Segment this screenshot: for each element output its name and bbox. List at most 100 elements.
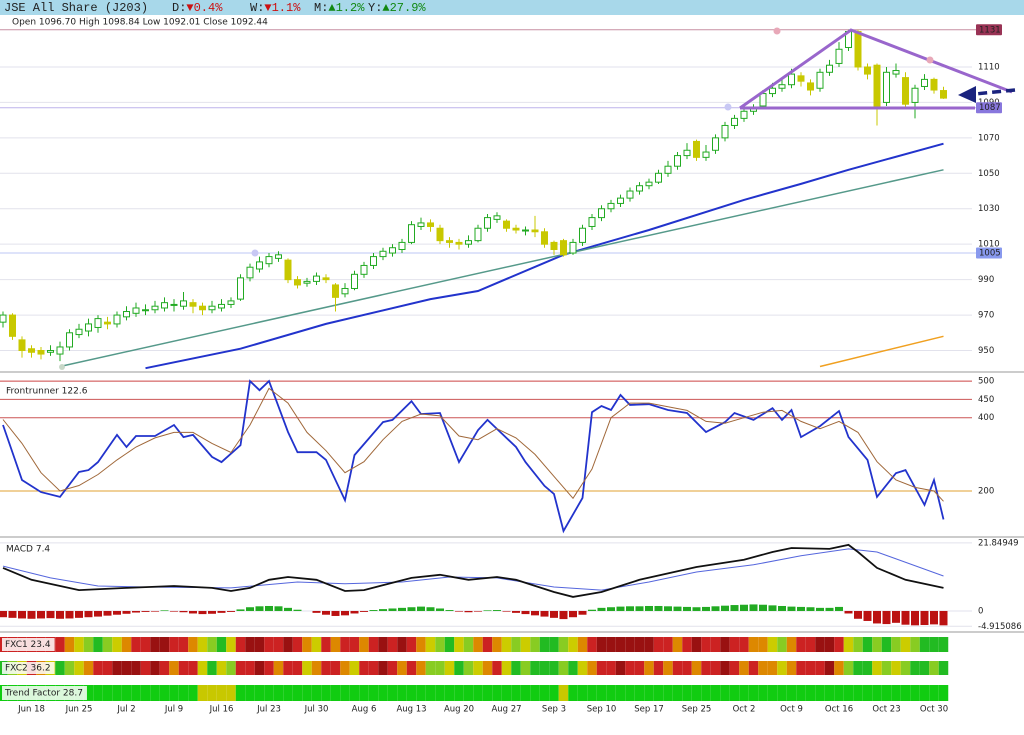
heat-cell bbox=[710, 661, 721, 675]
heat-cell bbox=[834, 661, 844, 675]
histogram-bar bbox=[588, 609, 596, 611]
heat-cell bbox=[216, 637, 227, 652]
heat-cell bbox=[397, 661, 407, 675]
candle-body bbox=[560, 240, 567, 256]
heat-cell bbox=[815, 685, 825, 701]
histogram-bar bbox=[759, 604, 767, 611]
candle-body bbox=[113, 314, 121, 325]
candle-body bbox=[294, 279, 301, 286]
candle-body bbox=[47, 350, 54, 353]
heat-cell bbox=[634, 661, 645, 675]
heat-cell bbox=[767, 637, 778, 652]
heat-cell bbox=[748, 685, 759, 701]
heat-cell bbox=[587, 661, 597, 675]
histogram-bar bbox=[930, 610, 938, 625]
heat-cell bbox=[777, 637, 787, 652]
histogram-bar bbox=[711, 606, 720, 611]
candle-body bbox=[360, 264, 368, 275]
y-tick-label: 0 bbox=[978, 606, 983, 616]
heat-cell bbox=[482, 661, 493, 675]
candle-body bbox=[379, 250, 387, 258]
candle-body bbox=[778, 84, 786, 89]
heat-cell bbox=[805, 637, 816, 652]
histogram-bar bbox=[654, 605, 663, 611]
heat-cell bbox=[321, 685, 331, 701]
heat-cell bbox=[102, 685, 113, 701]
histogram-bar bbox=[502, 610, 511, 612]
histogram-bar bbox=[493, 610, 501, 611]
histogram-bar bbox=[379, 609, 387, 611]
heat-cell bbox=[169, 661, 179, 675]
heat-cell bbox=[159, 637, 170, 652]
heat-cell bbox=[102, 637, 113, 652]
histogram-bar bbox=[198, 610, 207, 615]
heat-cell bbox=[653, 685, 664, 701]
candle-body bbox=[256, 261, 263, 270]
heat-cell bbox=[216, 685, 227, 701]
y-tick-label: 1010 bbox=[978, 240, 1000, 250]
candle-body bbox=[493, 215, 501, 220]
candle-body bbox=[85, 323, 92, 332]
heat-cell bbox=[587, 637, 597, 652]
histogram-bar bbox=[882, 610, 891, 625]
heat-cell bbox=[701, 661, 711, 675]
heat-cell bbox=[83, 661, 94, 675]
heat-cell bbox=[311, 661, 322, 675]
candle-body bbox=[151, 305, 159, 311]
x-tick-label: Oct 16 bbox=[825, 705, 853, 715]
candle-body bbox=[66, 332, 73, 348]
heat-cell bbox=[653, 661, 664, 675]
heat-cell bbox=[311, 637, 322, 652]
heat-cell bbox=[511, 685, 521, 701]
heat-cell bbox=[302, 637, 312, 652]
histogram-bar bbox=[645, 605, 653, 611]
histogram-bar bbox=[132, 610, 140, 613]
candle-body bbox=[218, 303, 225, 309]
heat-cell bbox=[340, 685, 350, 701]
y-tick-label: 21.84949 bbox=[978, 538, 1019, 548]
heat-cell bbox=[900, 661, 911, 675]
heat-cell bbox=[425, 637, 436, 652]
histogram-bar bbox=[84, 610, 93, 618]
candle-body bbox=[873, 64, 881, 107]
candle-body bbox=[797, 75, 805, 82]
histogram-bar bbox=[455, 610, 463, 612]
x-tick-label: Sep 3 bbox=[542, 705, 566, 715]
x-tick-label: Aug 27 bbox=[491, 705, 521, 715]
strip-label: FXC2 36.2 bbox=[5, 664, 51, 674]
histogram-bar bbox=[578, 610, 587, 615]
heat-cell bbox=[568, 685, 578, 701]
candle-body bbox=[759, 93, 767, 107]
strip-label: FXC1 23.4 bbox=[5, 640, 51, 650]
candle-body bbox=[712, 137, 719, 151]
histogram-bar bbox=[825, 607, 834, 611]
y-tick-label: 990 bbox=[978, 275, 994, 285]
candle-body bbox=[503, 220, 510, 229]
y-tick-label: 500 bbox=[978, 377, 994, 387]
candle-body bbox=[265, 256, 273, 265]
heat-cell bbox=[520, 661, 531, 675]
panel-title: Frontrunner 122.6 bbox=[6, 387, 88, 397]
heat-cell bbox=[264, 685, 274, 701]
heat-cell bbox=[824, 637, 835, 652]
candle-body bbox=[332, 284, 339, 298]
candle-body bbox=[892, 70, 900, 75]
y-tick-label: 1070 bbox=[978, 133, 1000, 143]
change-label: D: bbox=[172, 1, 186, 15]
histogram-bar bbox=[521, 610, 530, 615]
heat-cell bbox=[672, 637, 683, 652]
candle-body bbox=[474, 227, 482, 242]
candle-body bbox=[512, 227, 520, 231]
heat-cell bbox=[615, 661, 626, 675]
heat-cell bbox=[131, 661, 141, 675]
heat-cell bbox=[340, 661, 350, 675]
x-tick-label: Jul 23 bbox=[256, 705, 281, 715]
histogram-bar bbox=[939, 610, 948, 626]
heat-cell bbox=[254, 685, 265, 701]
heat-cell bbox=[919, 661, 930, 675]
x-tick-label: Oct 23 bbox=[872, 705, 900, 715]
heat-cell bbox=[378, 637, 388, 652]
heat-cell bbox=[511, 661, 521, 675]
candle-body bbox=[693, 140, 700, 158]
